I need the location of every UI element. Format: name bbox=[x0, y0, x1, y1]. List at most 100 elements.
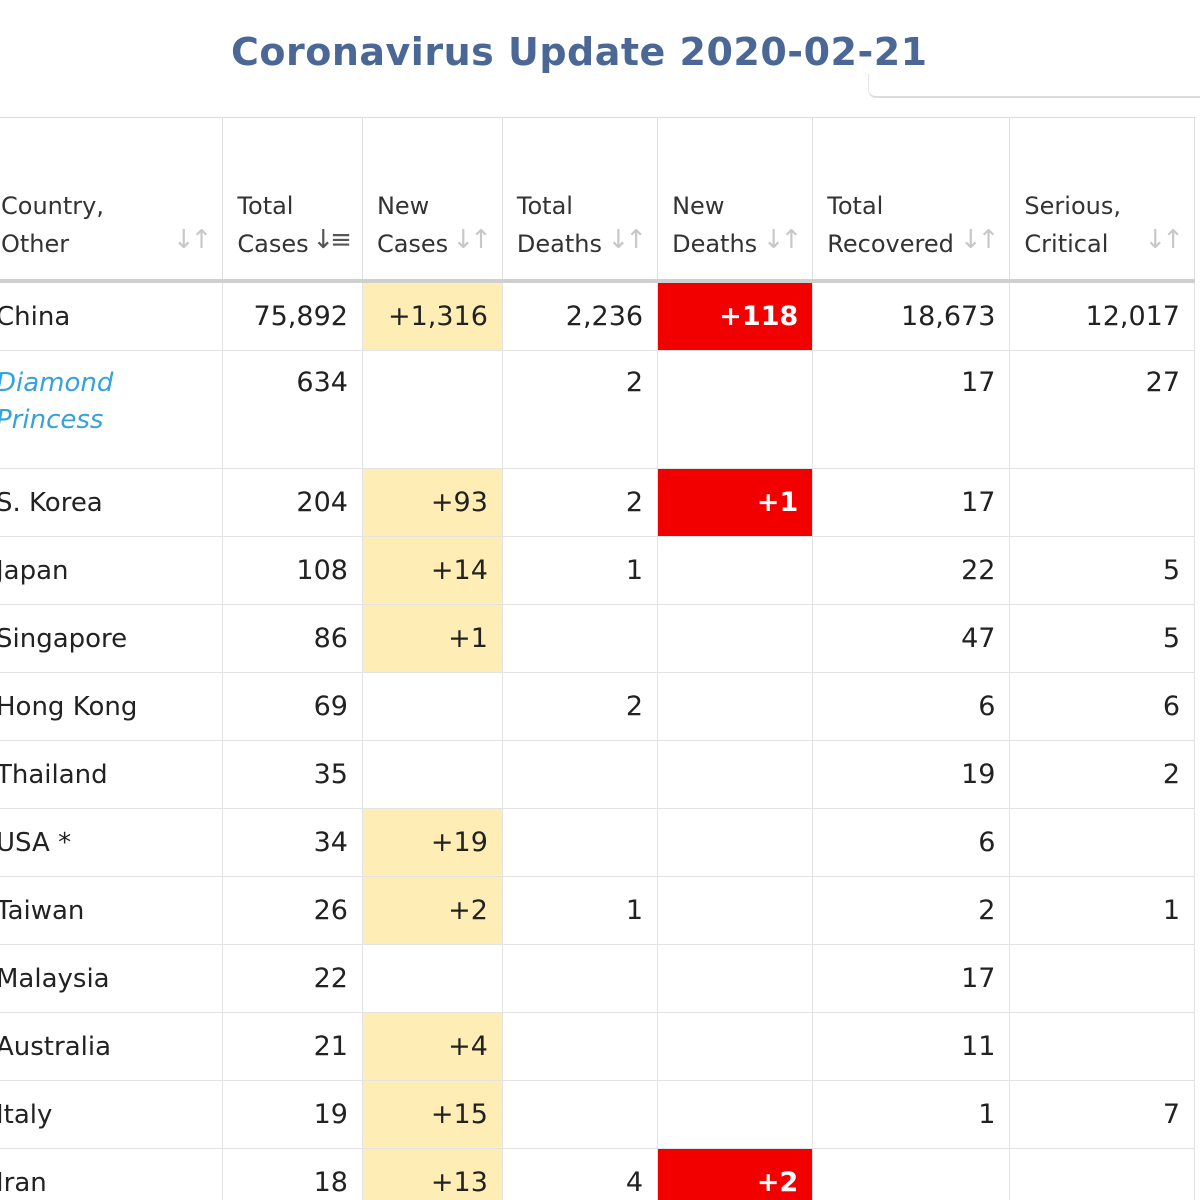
total-recovered-cell bbox=[812, 1148, 1011, 1200]
new-cases-cell bbox=[361, 350, 503, 469]
sort-icon[interactable]: ↓↑ bbox=[172, 225, 213, 255]
header-label: Serious, Critical bbox=[1024, 192, 1121, 258]
table-row: Japan 108 +14 1 22 5 bbox=[0, 536, 1195, 605]
country-cell: Italy bbox=[0, 1080, 224, 1149]
serious-critical-cell bbox=[1009, 808, 1195, 877]
total-deaths-cell bbox=[501, 808, 659, 877]
header-label: New Cases bbox=[376, 192, 449, 258]
total-recovered-cell: 17 bbox=[812, 944, 1011, 1013]
new-cases-cell: +93 bbox=[361, 468, 503, 537]
new-cases-cell bbox=[361, 672, 503, 741]
table-row: Singapore 86 +1 47 5 bbox=[0, 604, 1195, 673]
table-row: S. Korea 204 +93 2 +1 17 bbox=[0, 468, 1195, 537]
total-deaths-cell: 1 bbox=[501, 536, 659, 605]
country-cell: Iran bbox=[0, 1148, 224, 1200]
country-cell: Taiwan bbox=[0, 876, 224, 945]
total-deaths-cell bbox=[501, 740, 659, 809]
new-cases-cell: +1,316 bbox=[361, 280, 503, 351]
total-deaths-cell bbox=[501, 604, 659, 673]
country-cell: Thailand bbox=[0, 740, 224, 809]
table-row: Taiwan 26 +2 1 2 1 bbox=[0, 876, 1195, 945]
new-deaths-cell: +118 bbox=[657, 280, 814, 351]
serious-critical-cell: 2 bbox=[1009, 740, 1195, 809]
header-total-cases[interactable]: Total Cases ↓≡ bbox=[222, 117, 363, 283]
serious-critical-cell: 12,017 bbox=[1009, 280, 1195, 351]
header-total-deaths[interactable]: Total Deaths ↓↑ bbox=[501, 117, 659, 283]
header-serious-critical[interactable]: Serious, Critical ↓↑ bbox=[1009, 117, 1195, 283]
new-cases-cell: +4 bbox=[361, 1012, 503, 1081]
new-deaths-cell bbox=[657, 604, 814, 673]
header-label: Total Deaths bbox=[516, 192, 602, 258]
table-row: Iran 18 +13 4 +2 bbox=[0, 1148, 1195, 1200]
total-cases-cell: 108 bbox=[222, 536, 363, 605]
sort-icon[interactable]: ↓↑ bbox=[762, 225, 803, 255]
total-deaths-cell bbox=[501, 944, 659, 1013]
total-recovered-cell: 6 bbox=[812, 672, 1011, 741]
table-row: Diamond Princess 634 2 17 27 bbox=[0, 350, 1195, 469]
new-cases-cell: +19 bbox=[361, 808, 503, 877]
total-recovered-cell: 11 bbox=[812, 1012, 1011, 1081]
total-recovered-cell: 19 bbox=[812, 740, 1011, 809]
serious-critical-cell bbox=[1009, 468, 1195, 537]
country-cell: Hong Kong bbox=[0, 672, 224, 741]
total-recovered-cell: 6 bbox=[812, 808, 1011, 877]
new-deaths-cell bbox=[657, 808, 814, 877]
country-cell: Singapore bbox=[0, 604, 224, 673]
new-deaths-cell bbox=[657, 536, 814, 605]
sort-icon[interactable]: ↓↑ bbox=[1144, 225, 1184, 255]
total-deaths-cell: 2,236 bbox=[501, 280, 659, 351]
table-row: Australia 21 +4 11 bbox=[0, 1012, 1195, 1081]
country-cell: S. Korea bbox=[0, 468, 224, 537]
new-deaths-cell bbox=[657, 740, 814, 809]
total-deaths-cell bbox=[501, 1080, 659, 1149]
total-cases-cell: 22 bbox=[222, 944, 363, 1013]
new-deaths-cell bbox=[657, 876, 814, 945]
table-row: Malaysia 22 17 bbox=[0, 944, 1195, 1013]
header-new-cases[interactable]: New Cases ↓↑ bbox=[361, 117, 503, 283]
table-row: Italy 19 +15 1 7 bbox=[0, 1080, 1195, 1149]
total-cases-cell: 35 bbox=[222, 740, 363, 809]
sort-icon[interactable]: ↓↑ bbox=[607, 225, 648, 255]
header-label: Total Recovered bbox=[827, 192, 954, 258]
table-row: China 75,892 +1,316 2,236 +118 18,673 12… bbox=[0, 280, 1195, 351]
total-cases-cell: 69 bbox=[222, 672, 363, 741]
sort-icon[interactable]: ↓↑ bbox=[452, 225, 492, 255]
serious-critical-cell: 5 bbox=[1009, 536, 1195, 605]
total-deaths-cell: 2 bbox=[501, 672, 659, 741]
total-recovered-cell: 22 bbox=[812, 536, 1011, 605]
header-total-recovered[interactable]: Total Recovered ↓↑ bbox=[812, 117, 1011, 283]
new-deaths-cell bbox=[657, 350, 814, 469]
new-deaths-cell: +1 bbox=[657, 468, 814, 537]
header-country[interactable]: Country, Other ↓↑ bbox=[0, 117, 224, 283]
serious-critical-cell: 1 bbox=[1009, 876, 1195, 945]
header-label: Total Cases bbox=[237, 192, 309, 258]
search-box-edge[interactable] bbox=[868, 74, 1200, 98]
total-cases-cell: 26 bbox=[222, 876, 363, 945]
total-cases-cell: 86 bbox=[222, 604, 363, 673]
total-recovered-cell: 17 bbox=[812, 468, 1011, 537]
total-cases-cell: 204 bbox=[222, 468, 363, 537]
country-link[interactable]: Diamond Princess bbox=[0, 368, 114, 435]
header-new-deaths[interactable]: New Deaths ↓↑ bbox=[657, 117, 814, 283]
sort-icon[interactable]: ↓↑ bbox=[959, 225, 1000, 255]
new-cases-cell bbox=[361, 944, 503, 1013]
new-cases-cell: +1 bbox=[361, 604, 503, 673]
new-deaths-cell bbox=[657, 672, 814, 741]
table-row: USA * 34 +19 6 bbox=[0, 808, 1195, 877]
new-cases-cell: +2 bbox=[361, 876, 503, 945]
header-label: Country, Other bbox=[1, 192, 104, 258]
new-deaths-cell bbox=[657, 1012, 814, 1081]
total-cases-cell: 19 bbox=[222, 1080, 363, 1149]
total-deaths-cell: 2 bbox=[501, 350, 659, 469]
total-cases-cell: 34 bbox=[222, 808, 363, 877]
new-deaths-cell: +2 bbox=[657, 1148, 814, 1200]
serious-critical-cell bbox=[1009, 944, 1195, 1013]
total-cases-cell: 634 bbox=[222, 350, 363, 469]
new-cases-cell bbox=[361, 740, 503, 809]
sort-desc-icon[interactable]: ↓≡ bbox=[312, 225, 352, 255]
table-header-row: Country, Other ↓↑ Total Cases ↓≡ New Cases… bbox=[0, 117, 1195, 283]
serious-critical-cell: 5 bbox=[1009, 604, 1195, 673]
total-recovered-cell: 17 bbox=[812, 350, 1011, 469]
total-deaths-cell bbox=[501, 1012, 659, 1081]
total-recovered-cell: 1 bbox=[812, 1080, 1011, 1149]
